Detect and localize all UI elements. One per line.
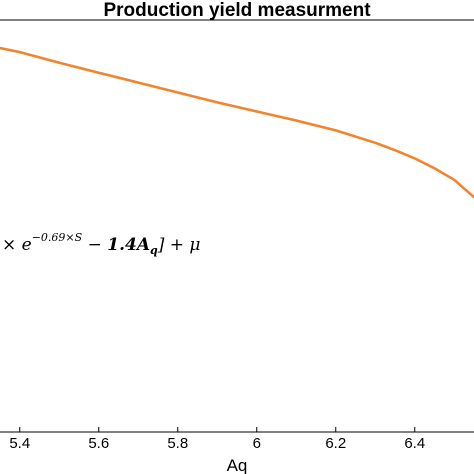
x-tick-label: 5.6 xyxy=(88,435,109,452)
x-tick-label: 5.4 xyxy=(9,435,30,452)
x-tick-label: 6 xyxy=(253,435,261,452)
svg-text:× e−0.69×S − 1.4Aq] + μ: × e−0.69×S − 1.4Aq] + μ xyxy=(2,231,200,257)
formula-bold-term: 1.4A xyxy=(107,235,150,255)
x-axis-label: Aq xyxy=(227,456,248,474)
formula-exponent: −0.69×S xyxy=(32,231,83,244)
formula-prefix: × e xyxy=(2,235,32,255)
formula-suffix: ] + μ xyxy=(157,235,201,255)
formula-annotation: × e−0.69×S − 1.4Aq] + μ xyxy=(2,231,200,257)
plot-area xyxy=(0,20,474,432)
series-line xyxy=(0,46,474,199)
x-tick-label: 6.4 xyxy=(404,435,425,452)
x-tick-label: 5.8 xyxy=(167,435,188,452)
formula-bold-subscript: q xyxy=(150,244,158,257)
x-tick-label: 6.2 xyxy=(325,435,346,452)
chart-title: Production yield measurment xyxy=(103,0,371,21)
x-ticks: 5.4 5.6 5.8 6 6.2 6.4 xyxy=(9,427,425,452)
formula-middle: − xyxy=(82,235,107,255)
